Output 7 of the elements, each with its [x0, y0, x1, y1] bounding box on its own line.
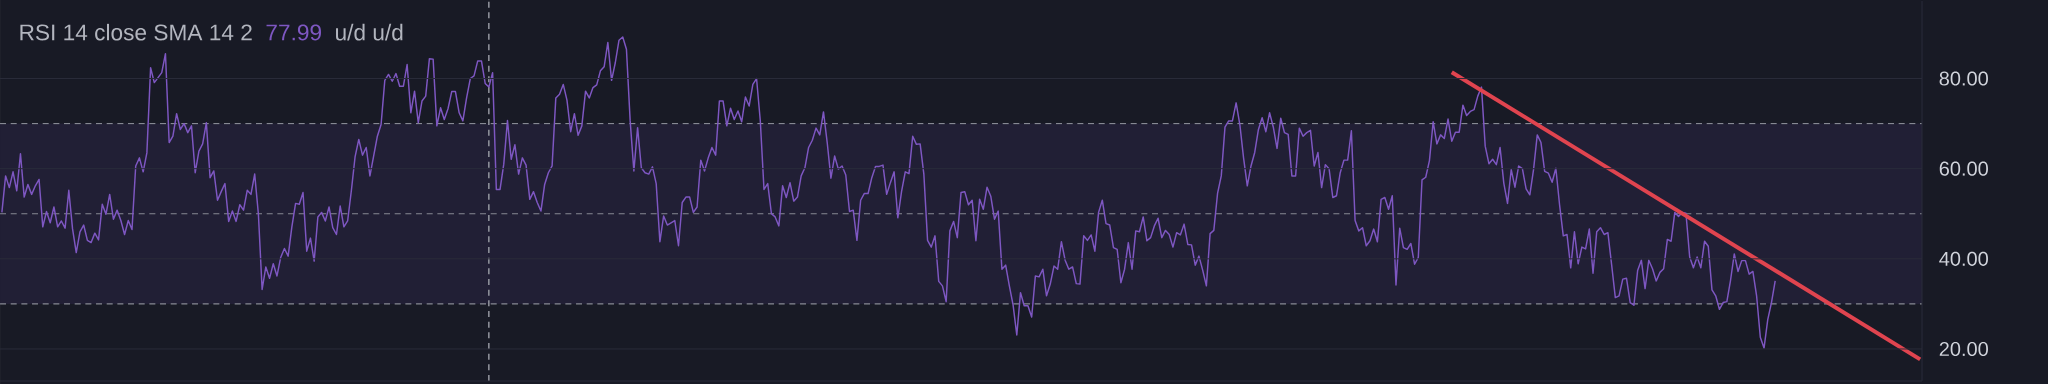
annotation: u/d u/d: [336, 23, 403, 41]
y-tick-label: 60.00: [1939, 161, 1988, 176]
y-tick-label: 40.00: [1939, 251, 1988, 266]
text: RSI 14 close SMA 14 2: [20, 23, 252, 41]
y-tick-label: 80.00: [1939, 71, 1988, 86]
annotation: 77.99: [266, 24, 322, 41]
y-tick-label: 20.00: [1939, 341, 1988, 357]
